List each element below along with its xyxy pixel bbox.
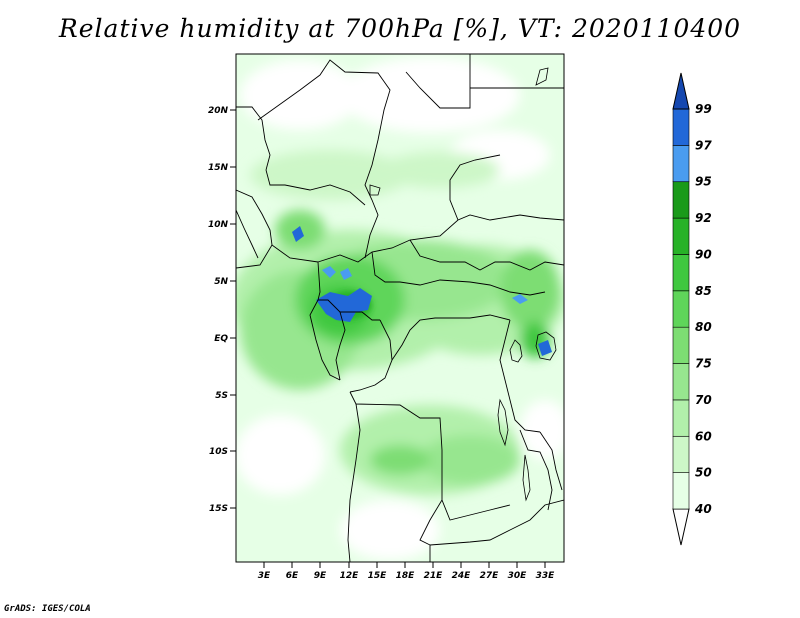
colorbar-level-label: 75 <box>695 357 712 371</box>
colorbar-level-label: 70 <box>695 393 712 407</box>
colorbar-segment <box>672 435 690 473</box>
lat-label: 5N <box>214 277 228 287</box>
lat-label: 15N <box>208 163 229 173</box>
colorbar-segment <box>672 108 690 146</box>
colorbar-segment <box>672 181 690 219</box>
colorbar-level-label: 97 <box>695 138 712 152</box>
colorbar-level-label: 92 <box>695 211 712 225</box>
colorbar-lower-arrow <box>672 508 690 546</box>
lon-label: 24E <box>452 571 472 581</box>
humidity-field <box>236 54 564 562</box>
lat-label: 5S <box>215 391 228 401</box>
colorbar-level-label: 40 <box>694 502 712 516</box>
country-borders <box>236 54 564 562</box>
colorbar-segment <box>672 217 690 255</box>
credit-label: GrADS: IGES/COLA <box>4 604 91 614</box>
colorbar-level-label: 50 <box>695 466 712 480</box>
colorbar: 40 50 60 70 75 80 85 90 92 95 97 99 <box>672 72 712 546</box>
colorbar-segment <box>672 472 690 510</box>
lat-label: 15S <box>209 504 228 514</box>
map-title: Relative humidity at 700hPa [%], VT: 202… <box>58 14 742 43</box>
colorbar-segment <box>672 145 690 183</box>
colorbar-level-label: 60 <box>695 429 712 443</box>
lat-label: 10N <box>208 220 229 230</box>
colorbar-segment <box>672 363 690 401</box>
lon-label: 6E <box>286 571 299 581</box>
lat-label: 10S <box>209 447 228 457</box>
colorbar-level-label: 80 <box>695 320 712 334</box>
colorbar-segment <box>672 326 690 364</box>
longitude-labels: 3E 6E 9E 12E 15E 18E 21E 24E 27E 30E 33E <box>258 571 555 581</box>
colorbar-segment <box>672 290 690 328</box>
latitude-labels: 20N 15N 10N 5N EQ 5S 10S 15S <box>208 106 229 514</box>
humidity-max-areas <box>292 226 552 356</box>
lon-label: 30E <box>508 571 528 581</box>
lakes <box>369 67 557 502</box>
colorbar-level-label: 85 <box>695 284 712 298</box>
map-frame <box>230 53 565 568</box>
lon-label: 15E <box>368 571 388 581</box>
lon-label: 33E <box>536 571 556 581</box>
colorbar-segment <box>672 254 690 292</box>
lon-label: 9E <box>314 571 327 581</box>
lon-label: 12E <box>340 571 360 581</box>
colorbar-level-label: 99 <box>695 102 712 116</box>
lon-label: 3E <box>258 571 271 581</box>
lon-label: 18E <box>396 571 416 581</box>
lon-label: 27E <box>480 571 500 581</box>
colorbar-level-label: 90 <box>695 247 712 261</box>
lon-label: 21E <box>424 571 444 581</box>
lat-label: EQ <box>214 334 228 344</box>
lat-label: 20N <box>208 106 229 116</box>
colorbar-upper-arrow <box>672 72 690 110</box>
colorbar-level-label: 95 <box>695 175 712 189</box>
colorbar-segment <box>672 399 690 437</box>
